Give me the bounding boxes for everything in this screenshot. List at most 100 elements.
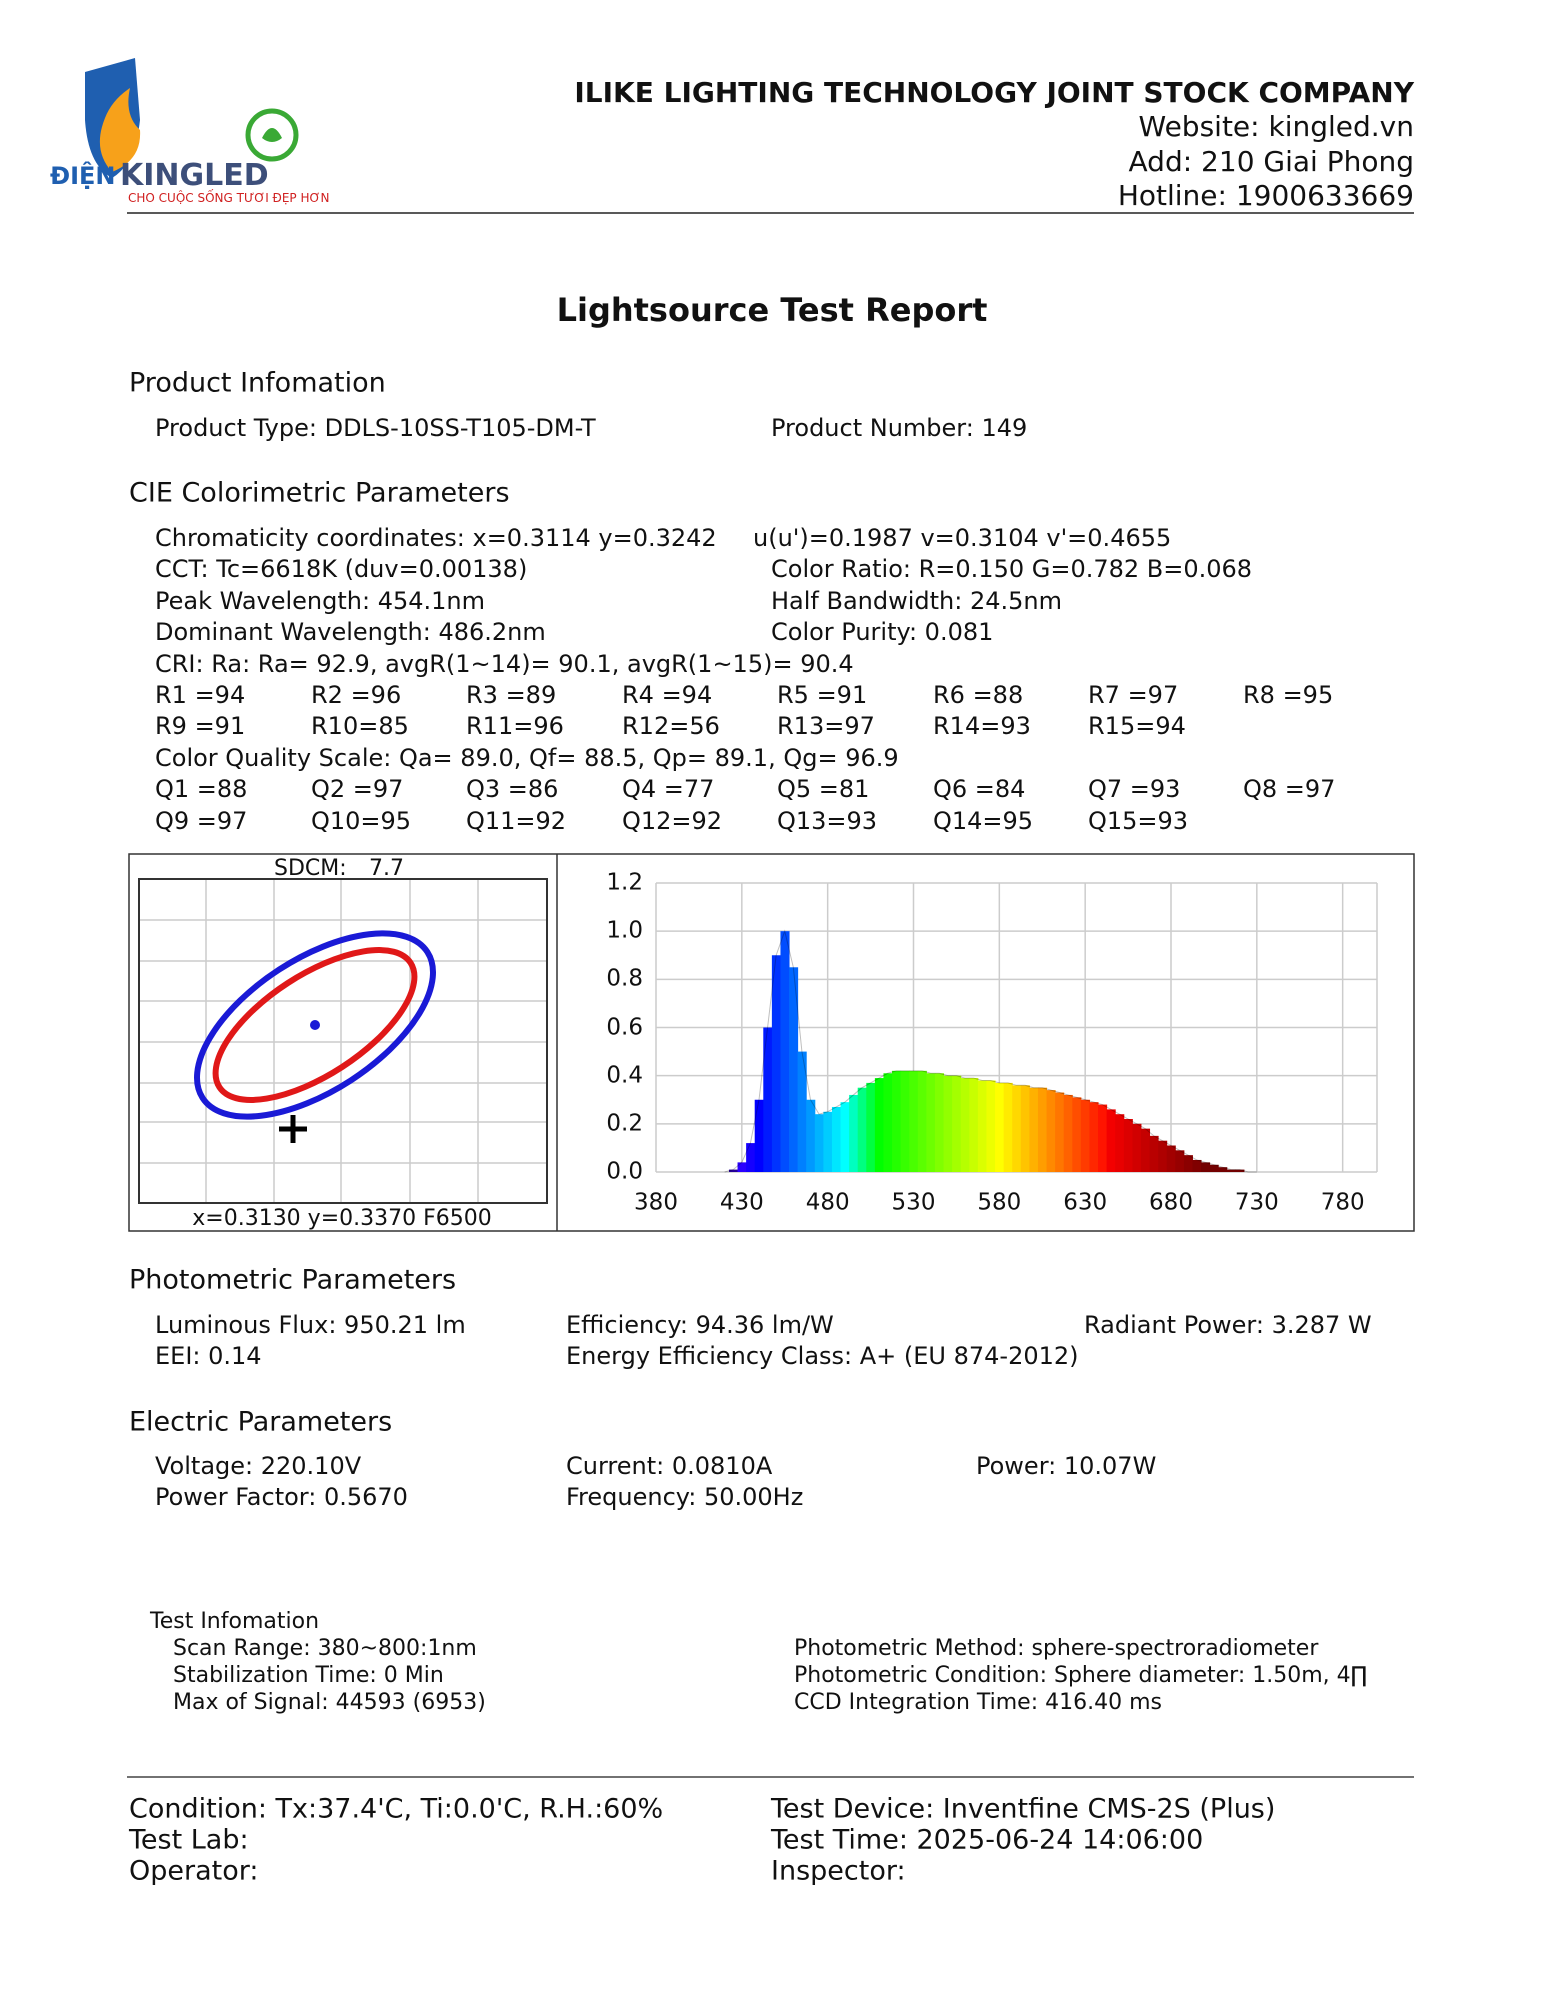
spectrum-bar [1149,1135,1159,1172]
product-type: Product Type: DDLS-10SS-T105-DM-T [155,414,596,442]
y-tick-label: 1.2 [606,869,643,896]
chart-frame [128,853,1415,1232]
test-info: Photometric Method: sphere-spectroradiom… [794,1636,1319,1661]
cie-param: R9 =91 [155,712,246,741]
spectrum-bar [1003,1082,1013,1172]
cie-param: Q1 =88 [155,775,248,804]
cie-param: R12=56 [622,712,720,741]
spectrum-bar [1055,1092,1065,1172]
spectrum-bar [1192,1159,1202,1172]
logo-flame [99,88,141,172]
spectrum-bar [892,1070,902,1172]
spectrum-bar [1037,1087,1048,1172]
spectrum-bar [960,1078,970,1172]
cie-param: R1 =94 [155,681,246,709]
cie-param: R8 =95 [1243,681,1334,709]
cie-param: Q14=95 [933,806,1034,835]
spectrum-bar [866,1082,876,1172]
x-tick-label: 580 [977,1189,1022,1216]
cie-param: R11=96 [466,712,564,741]
reference-point: x=0.3130 y=0.3370 F6500 [192,1206,492,1231]
spectrum-bar [883,1073,893,1172]
cie-param: R7 =97 [1088,681,1179,709]
spectrum-bar [1183,1155,1193,1172]
cie-param: R4 =94 [622,681,713,709]
logo [85,58,299,178]
logo-circle [245,108,299,162]
spectrum-bar [943,1075,953,1172]
spectrum-bar [797,1051,807,1172]
test-info: Stabilization Time: 0 Min [173,1663,444,1688]
cie-param: R3 =89 [466,681,557,709]
cie-param: Q4 =77 [622,775,715,804]
spectrum-bar [1106,1109,1116,1172]
cie-box [138,878,548,1204]
electric-param: Current: 0.0810A [566,1452,773,1480]
y-tick-label: 1.0 [606,917,643,944]
spectrum-bar [1123,1119,1133,1172]
test-info: Photometric Condition: Sphere diameter: … [794,1663,1368,1688]
cie-plot [138,878,548,1204]
footer-field: Test Time: 2025-06-24 14:06:00 [771,1824,1204,1856]
footer-field: Test Device: Inventfine CMS-2S (Plus) [771,1793,1276,1825]
cie-param: Q15=93 [1088,806,1189,835]
y-tick-label: 0.6 [606,1014,643,1040]
section-heading: Photometric Parameters [129,1264,457,1296]
section-heading: Electric Parameters [129,1406,393,1438]
spectrum-bar [900,1070,910,1172]
cie-param: Q3 =86 [466,775,559,804]
spectrum-bar [917,1070,927,1172]
spectrum-bar [1080,1099,1090,1172]
photometric-param: Efficiency: 94.36 lm/W [566,1311,834,1339]
logo-text: ĐIỆN [50,162,116,190]
spectrum-bar [771,955,781,1172]
sdcm-value: 7.7 [369,856,404,881]
x-tick-label: 530 [891,1189,936,1216]
cie-param: Color Ratio: R=0.150 G=0.782 B=0.068 [771,555,1253,584]
section-heading: Product Infomation [129,367,386,399]
electric-param: Voltage: 220.10V [155,1452,362,1480]
cie-param: R14=93 [933,712,1031,741]
cie-param: Color Quality Scale: Qa= 89.0, Qf= 88.5,… [155,743,899,772]
cie-param: R15=94 [1088,712,1186,741]
spectrum-bar [1140,1128,1151,1172]
spectrum-bar [849,1094,859,1172]
x-tick-label: 680 [1149,1189,1193,1216]
spectrum-bar [977,1080,987,1172]
spectrum-bar [969,1078,979,1172]
spectrum-bar [1226,1169,1236,1172]
cie-param: Q10=95 [311,806,412,835]
spectrum-bar [1158,1140,1168,1172]
spectrum-bar [1132,1123,1142,1172]
company-name: ILIKE LIGHTING TECHNOLOGY JOINT STOCK CO… [574,76,1414,109]
spectrum-bar [995,1082,1005,1172]
spectrum-bar [840,1102,850,1172]
cie-param: Q13=93 [777,806,878,835]
spectrum-bar [986,1080,996,1172]
spectrum-bar [909,1070,919,1172]
spectrum-bar [806,1099,816,1172]
spectrum-bar [763,1027,773,1172]
x-tick-label: 780 [1320,1189,1365,1216]
x-tick-label: 730 [1234,1189,1279,1216]
ellipse-outer [194,930,436,1120]
spectrum-bar [1201,1162,1211,1172]
y-tick-label: 0.4 [606,1062,643,1089]
address: Add: 210 Giai Phong [1128,145,1414,178]
spectrum-bar [1063,1094,1073,1172]
hotline: Hotline: 1900633669 [1117,179,1414,212]
electric-param: Power Factor: 0.5670 [155,1483,408,1511]
test-info: Max of Signal: 44593 (6953) [173,1690,486,1715]
sdcm-label: SDCM: [274,856,347,881]
cie-param: Chromaticity coordinates: x=0.3114 y=0.3… [155,524,717,552]
y-tick-label: 0.8 [606,965,643,992]
y-tick-label: 0.2 [606,1110,643,1137]
measured-point [310,1020,320,1030]
cie-param: R13=97 [777,712,875,741]
spectrum-bar [1046,1090,1056,1172]
spectrum-bar [1166,1145,1176,1172]
spectrum-bar [1115,1114,1125,1172]
cie-param: Q6 =84 [933,775,1026,804]
spectrum-bar [1072,1097,1082,1172]
spectrum-bar [1098,1104,1108,1172]
